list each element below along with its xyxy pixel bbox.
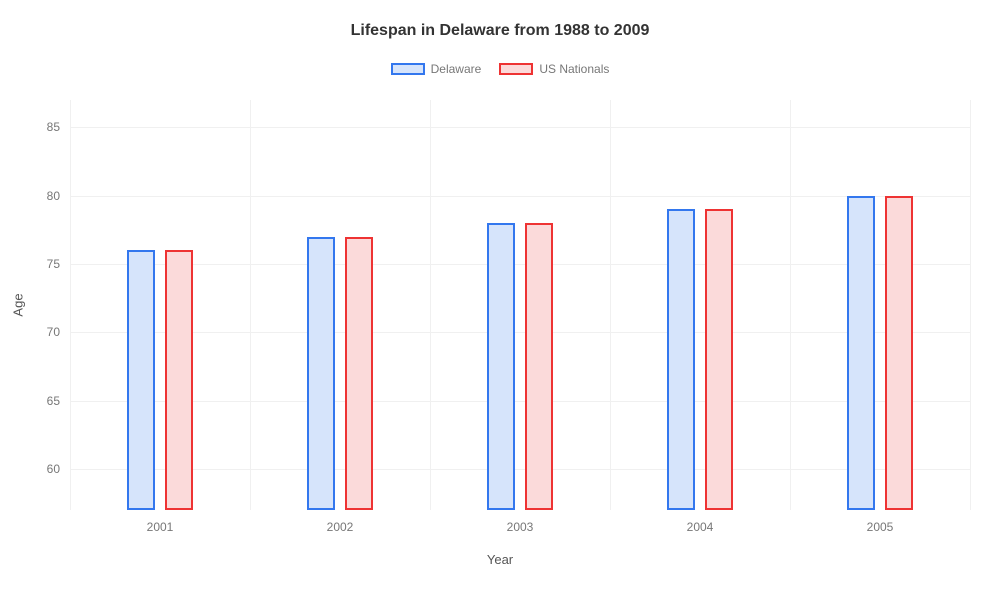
bar <box>885 196 913 510</box>
gridline-horizontal <box>70 127 970 128</box>
bar <box>307 237 335 510</box>
legend: Delaware US Nationals <box>0 62 1000 76</box>
gridline-horizontal <box>70 469 970 470</box>
y-tick-label: 65 <box>10 394 60 408</box>
y-tick-label: 80 <box>10 189 60 203</box>
y-tick-label: 60 <box>10 462 60 476</box>
bar <box>165 250 193 510</box>
gridline-vertical <box>610 100 611 510</box>
legend-label: US Nationals <box>539 62 609 76</box>
gridline-vertical <box>250 100 251 510</box>
x-tick-label: 2003 <box>507 520 534 534</box>
legend-item: Delaware <box>391 62 482 76</box>
y-tick-label: 70 <box>10 325 60 339</box>
gridline-vertical <box>430 100 431 510</box>
gridline-horizontal <box>70 196 970 197</box>
gridline-vertical <box>70 100 71 510</box>
x-tick-label: 2002 <box>327 520 354 534</box>
bar <box>345 237 373 510</box>
gridline-horizontal <box>70 264 970 265</box>
bar <box>667 209 695 510</box>
bar <box>487 223 515 510</box>
bar <box>705 209 733 510</box>
bar <box>127 250 155 510</box>
x-tick-label: 2005 <box>867 520 894 534</box>
x-tick-label: 2004 <box>687 520 714 534</box>
legend-item: US Nationals <box>499 62 609 76</box>
y-axis-label: Age <box>11 293 26 316</box>
y-tick-label: 85 <box>10 120 60 134</box>
plot-area <box>70 100 970 510</box>
legend-label: Delaware <box>431 62 482 76</box>
x-axis-label: Year <box>0 552 1000 567</box>
y-tick-label: 75 <box>10 257 60 271</box>
gridline-vertical <box>970 100 971 510</box>
legend-swatch <box>391 63 425 75</box>
gridline-vertical <box>790 100 791 510</box>
x-tick-label: 2001 <box>147 520 174 534</box>
gridline-horizontal <box>70 401 970 402</box>
chart-title: Lifespan in Delaware from 1988 to 2009 <box>0 22 1000 40</box>
legend-swatch <box>499 63 533 75</box>
gridline-horizontal <box>70 332 970 333</box>
bar <box>525 223 553 510</box>
bar <box>847 196 875 510</box>
